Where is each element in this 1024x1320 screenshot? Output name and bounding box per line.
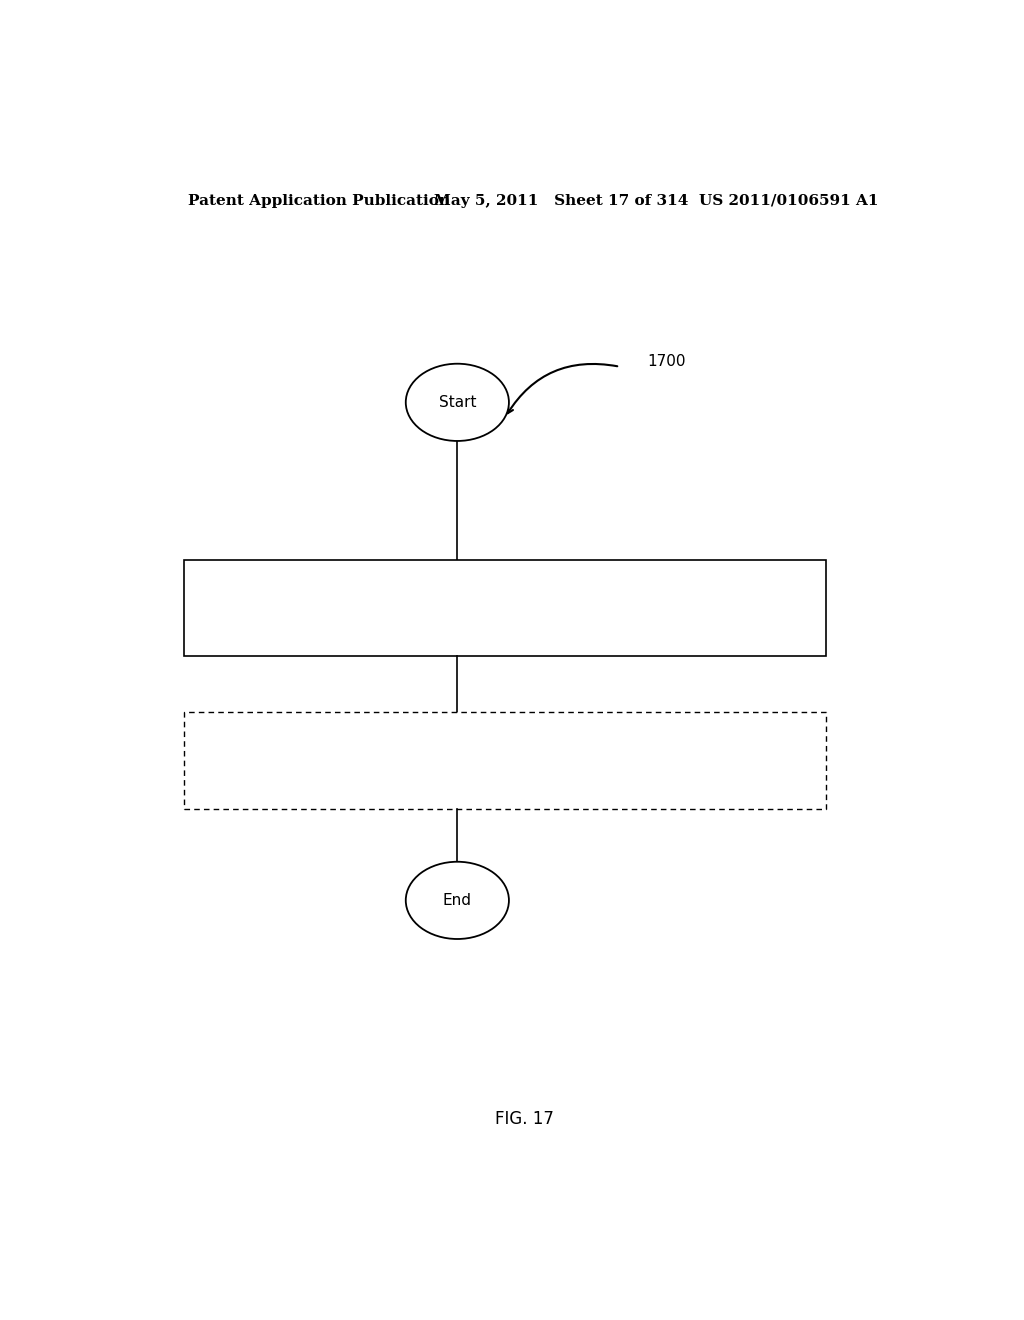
Ellipse shape [406, 364, 509, 441]
Text: FIG. 17: FIG. 17 [496, 1110, 554, 1127]
Text: May 5, 2011   Sheet 17 of 314: May 5, 2011 Sheet 17 of 314 [433, 194, 688, 209]
Bar [183, 560, 826, 656]
Text: US 2011/0106591 A1: US 2011/0106591 A1 [699, 194, 879, 209]
Text: End: End [442, 892, 472, 908]
Bar [183, 713, 826, 809]
Text: 1700: 1700 [648, 354, 686, 370]
Text: Patent Application Publication: Patent Application Publication [187, 194, 450, 209]
Text: transmitting to an off-site entity at least one of a status indicative of
combus: transmitting to an off-site entity at le… [194, 581, 797, 630]
Text: 1710: 1710 [194, 719, 229, 733]
Text: Start: Start [438, 395, 476, 409]
Text: 1110: 1110 [194, 568, 229, 579]
Ellipse shape [406, 862, 509, 939]
Text: receiving at least one of a hybrid vehicle identification, an operator
identific: receiving at least one of a hybrid vehic… [194, 734, 765, 783]
